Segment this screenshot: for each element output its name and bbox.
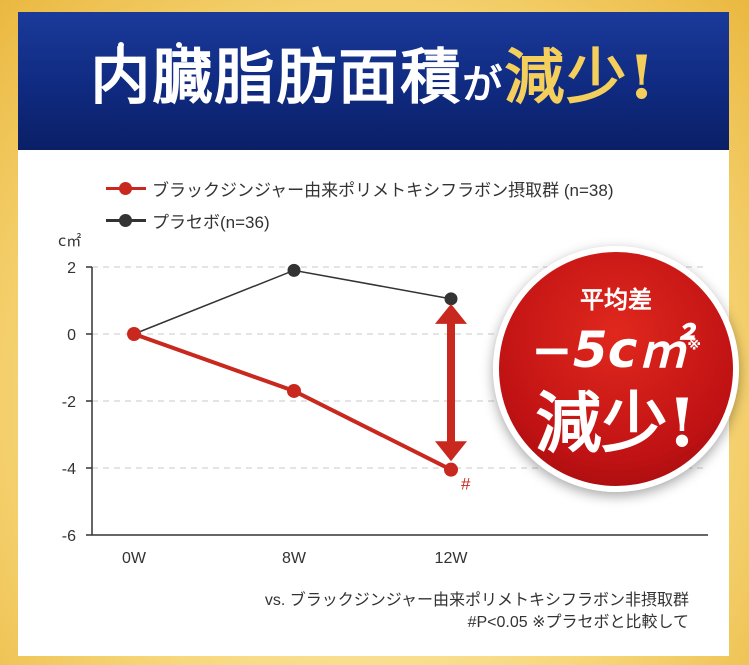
data-point-treatment (127, 327, 141, 341)
badge-value: −5c㎡※ (499, 310, 733, 382)
y-tick-label: 2 (67, 260, 76, 277)
title-particle: が (462, 61, 505, 108)
y-tick-label: -6 (62, 528, 76, 545)
badge-note: ※ (687, 337, 701, 354)
badge-decrease: 減少! (535, 384, 697, 462)
badge-label: 平均差 (580, 286, 652, 314)
page-title: 内臓脂肪面積が減少! (18, 38, 729, 125)
title-dots (118, 42, 188, 56)
data-point-placebo (444, 292, 458, 306)
footnote-line2: #P<0.05 ※プラセボと比較して (467, 614, 689, 631)
x-tick-label: 12W (435, 550, 469, 567)
y-axis-unit: c㎡ (58, 232, 81, 250)
legend-label-treatment: ブラックジンジャー由来ポリメトキシフラボン摂取群 (n=38) (152, 180, 614, 200)
data-point-placebo (287, 263, 301, 277)
difference-arrow-head-up (435, 303, 467, 324)
footnote-line1: vs. ブラックジンジャー由来ポリメトキシフラボン非摂取群 (264, 592, 689, 609)
difference-badge: 平均差 −5c㎡※ 減少! (493, 246, 739, 492)
legend-swatch-treatment (106, 176, 146, 200)
series-line-placebo (133, 269, 452, 335)
title-banner: 内臓脂肪面積が減少! (18, 12, 729, 150)
series-line-treatment (133, 332, 452, 472)
legend-item-placebo: プラセボ(n=36) (106, 208, 270, 232)
legend-swatch-placebo (106, 208, 146, 232)
y-tick-label: -2 (62, 394, 76, 411)
badge-value-text: −5c㎡ (531, 321, 688, 379)
x-tick-label: 8W (282, 550, 307, 567)
legend-item-treatment: ブラックジンジャー由来ポリメトキシフラボン摂取群 (n=38) (106, 176, 614, 200)
y-tick-label: 0 (67, 327, 76, 344)
difference-arrow-shaft (447, 319, 455, 446)
line-chart: 2 0 -2 -4 -6 c㎡ 0W 8W 12W # (58, 232, 708, 567)
legend-label-placebo: プラセボ(n=36) (152, 212, 270, 232)
x-tick-label: 0W (122, 550, 147, 567)
y-tick-label: -4 (62, 461, 76, 478)
data-point-treatment (287, 383, 301, 398)
title-emphasis: 減少! (504, 43, 657, 113)
difference-arrow-head-down (435, 441, 467, 462)
title-main: 内臓脂肪面積 (90, 43, 463, 113)
significance-mark: # (461, 475, 471, 494)
data-point-treatment (444, 462, 458, 477)
